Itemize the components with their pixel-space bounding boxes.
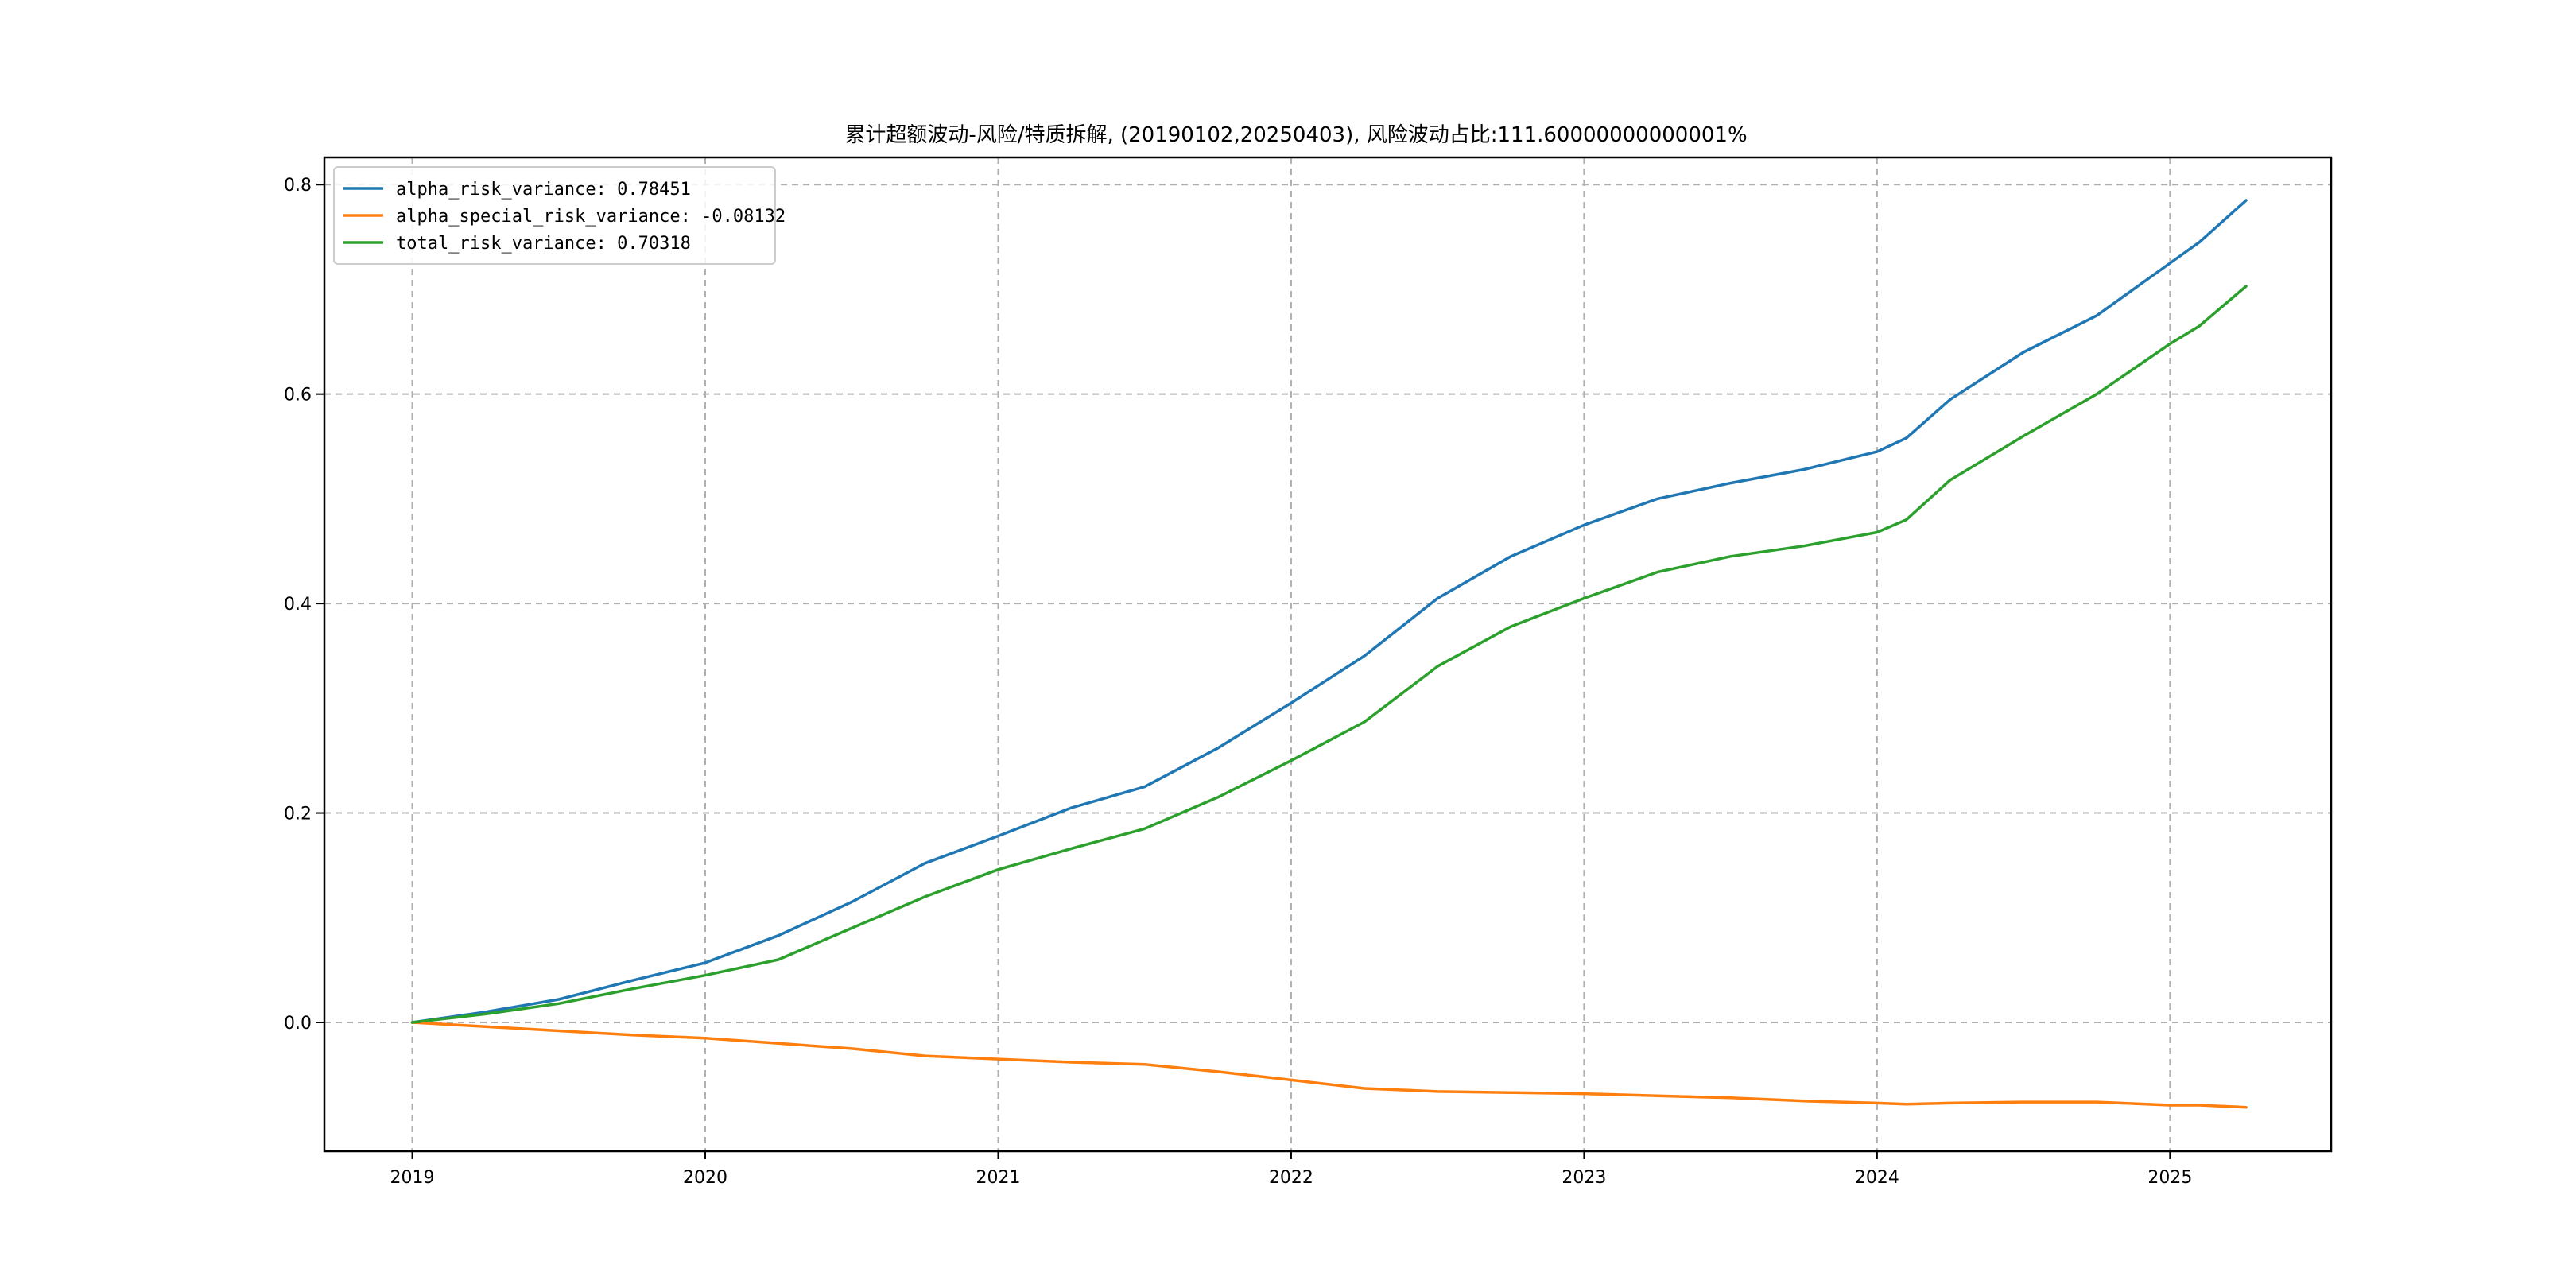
- legend-label: alpha_risk_variance: 0.78451: [396, 180, 691, 200]
- legend-box: [333, 166, 776, 265]
- legend-label: total_risk_variance: 0.70318: [396, 234, 691, 254]
- series-lines: [410, 199, 2248, 1109]
- y-tick-label: 0.6: [284, 386, 312, 405]
- chart-title: 累计超额波动-风险/特质拆解, (20190102,20250403), 风险波…: [844, 123, 1747, 147]
- x-tick-label: 2022: [1269, 1168, 1313, 1188]
- legend: alpha_risk_variance: 0.78451 alpha_specia…: [333, 166, 786, 265]
- series-line-0: [410, 199, 2248, 1024]
- x-tick-label: 2023: [1562, 1168, 1606, 1188]
- y-tick-label: 0.0: [284, 1014, 312, 1034]
- x-tick-label: 2020: [683, 1168, 727, 1188]
- x-tick-label: 2024: [1855, 1168, 1899, 1188]
- grid: [324, 157, 2331, 1151]
- x-tick-label: 2019: [390, 1168, 435, 1188]
- series-line-1: [410, 1021, 2248, 1109]
- plot-frame: [323, 156, 2333, 1153]
- axis-ticks: 2019 2020 2021 2022 2023 2024 2025 0.0 0.2 0.4 0.6…: [284, 176, 2192, 1188]
- x-tick-label: 2021: [976, 1168, 1020, 1188]
- y-tick-label: 0.2: [284, 805, 312, 824]
- legend-label: alpha_special_risk_variance: -0.08132: [396, 207, 786, 227]
- x-tick-label: 2025: [2147, 1168, 2192, 1188]
- y-tick-label: 0.8: [284, 176, 312, 196]
- y-tick-label: 0.4: [284, 595, 312, 615]
- series-line-2: [410, 285, 2248, 1024]
